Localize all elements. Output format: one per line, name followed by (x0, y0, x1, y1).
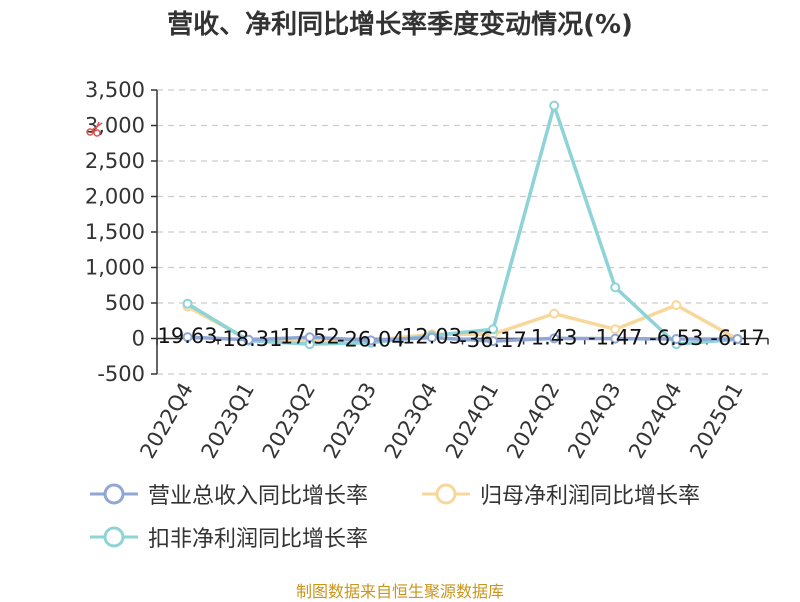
legend-label-revenue: 营业总收入同比增长率 (148, 484, 369, 509)
legend-marker-net-profit (422, 483, 470, 505)
x-tick-label: 2023Q4 (380, 379, 442, 463)
series-point-1 (549, 308, 560, 319)
data-label: 17.52 (280, 324, 340, 348)
series-line-0 (187, 335, 738, 343)
x-axis: 2022Q42023Q12023Q22023Q32023Q42024Q12024… (135, 337, 769, 463)
x-tick-label: 2024Q4 (624, 379, 686, 463)
scissors-icon[interactable] (86, 121, 104, 137)
data-label: -6.17 (710, 326, 764, 350)
x-tick-label: 2022Q4 (135, 379, 197, 463)
x-tick-label: 2024Q1 (441, 379, 503, 463)
series-point-2 (182, 298, 193, 309)
y-axis: 3,500 3,000 2,500 2,000 1,500 1,000 500 0 -500 (85, 78, 158, 386)
legend-marker-deducted-profit (90, 526, 138, 548)
x-tick-label: 2025Q1 (685, 379, 747, 463)
chart-title: 营收、净利同比增长率季度变动情况(%) (167, 10, 633, 40)
y-tick-label: 2,000 (85, 185, 145, 209)
series-line-2 (186, 103, 738, 346)
y-tick-label: 3,000 (85, 114, 145, 138)
x-tick-label: 2023Q2 (258, 379, 320, 463)
y-tick-label: 1,000 (85, 256, 145, 280)
series-point-2 (549, 100, 560, 111)
x-tick-label: 2023Q1 (197, 379, 259, 463)
series-point-1 (671, 300, 682, 311)
legend-label-deducted-profit: 扣非净利润同比增长率 (148, 527, 369, 552)
series-point-0 (671, 333, 682, 344)
data-label: 12.03 (402, 325, 462, 349)
legend-item-deducted-profit[interactable]: 扣非净利润同比增长率 (88, 517, 368, 557)
series-point-0 (549, 333, 560, 344)
data-label: 1.43 (531, 325, 578, 349)
y-tick-label: -500 (97, 362, 145, 386)
legend-item-revenue[interactable]: 营业总收入同比增长率 (88, 474, 368, 514)
series-point-0 (732, 333, 743, 344)
y-tick-label: 1,500 (85, 220, 145, 244)
series-point-0 (243, 334, 254, 345)
series-point-1 (610, 324, 621, 335)
data-label: -26.04 (337, 327, 405, 351)
series-point-2 (610, 282, 621, 293)
y-tick-label: 2,500 (85, 149, 145, 173)
data-source: 制图数据来自恒生聚源数据库 (295, 582, 504, 601)
series-layer (182, 100, 743, 350)
y-tick-label: 0 (132, 327, 145, 351)
y-tick-label: 3,500 (85, 78, 145, 102)
series-point-0 (304, 332, 315, 343)
data-label: -18.31 (215, 327, 283, 351)
legend-item-net-profit[interactable]: 归母净利润同比增长率 (420, 474, 700, 514)
x-tick-label: 2023Q3 (319, 379, 381, 463)
series-point-0 (488, 336, 499, 347)
grid-lines (157, 89, 768, 375)
data-label: 19.63 (157, 324, 217, 348)
data-label: -1.47 (588, 326, 642, 350)
data-label: -36.17 (459, 328, 527, 352)
series-point-2 (488, 324, 499, 335)
series-point-0 (182, 332, 193, 343)
y-tick-label: 500 (105, 291, 145, 315)
series-point-0 (426, 332, 437, 343)
x-tick-label: 2024Q3 (563, 379, 625, 463)
series-point-0 (365, 335, 376, 346)
series-point-0 (610, 333, 621, 344)
data-label: -6.53 (649, 326, 703, 350)
legend-marker-revenue (90, 483, 138, 505)
x-tick-label: 2024Q2 (502, 379, 564, 463)
legend-label-net-profit: 归母净利润同比增长率 (480, 484, 701, 509)
